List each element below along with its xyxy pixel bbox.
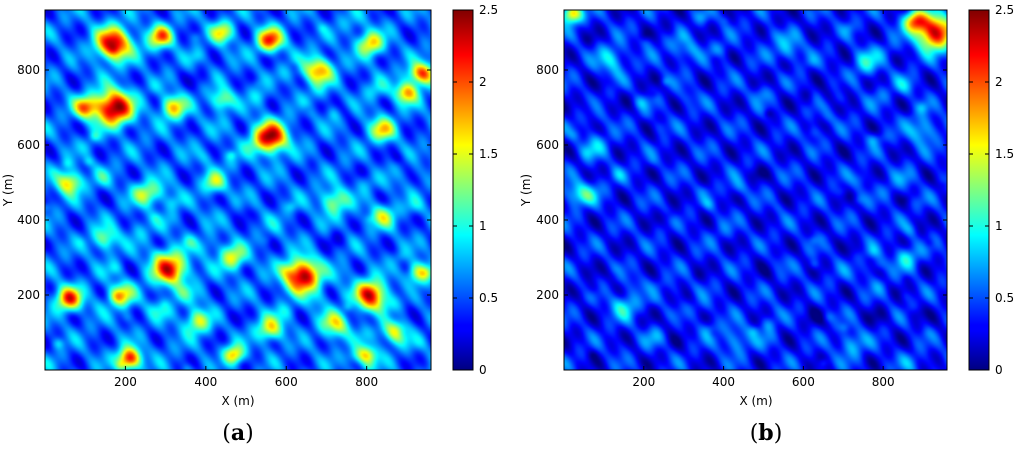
plot-frame-b [563,9,948,371]
x-tick-label: 600 [792,375,815,389]
panel-label-b: (b) [750,420,783,446]
y-axis-label-b: Y (m) [519,174,533,207]
heatmap-a [45,10,431,370]
x-tick-label: 800 [355,375,378,389]
x-tick-label: 200 [114,375,137,389]
y-tick-label: 400 [536,213,559,227]
colorbar-tick-label: 0.5 [995,291,1014,305]
axis-ticks-b: 200 400 600 800 200 400 600 800 [536,10,947,389]
colorbar-tick-label: 2.5 [479,3,498,17]
colorbar-tick-label: 2.5 [995,3,1014,17]
colorbar-tick-label: 1.5 [479,147,498,161]
y-tick-label: 800 [17,63,40,77]
y-tick-label: 200 [17,288,40,302]
y-tick-label: 400 [17,213,40,227]
heatmap-b [564,10,947,370]
x-tick-label: 400 [712,375,735,389]
x-axis-label-a: X (m) [221,394,254,408]
panel-label-b-close: ) [774,421,783,446]
colorbar-tick-label: 1.5 [995,147,1014,161]
colorbar-tick-label: 0 [479,363,487,377]
panel-label-a: (a) [222,420,253,446]
x-tick-label: 200 [632,375,655,389]
y-tick-label: 600 [17,138,40,152]
y-tick-label: 800 [536,63,559,77]
colorbar-tick-label: 0 [995,363,1003,377]
panel-label-a-letter: a [231,420,245,446]
x-axis-label-b: X (m) [739,394,772,408]
panel-label-b-letter: b [758,420,773,446]
x-tick-label: 400 [194,375,217,389]
y-axis-label-a: Y (m) [1,174,15,207]
panel-a: 200 400 600 800 200 400 600 800 X (m) Y (m) 0 0.… [1,3,498,446]
colorbar-tick-label: 0.5 [479,291,498,305]
panel-label-a-open: ( [222,421,231,446]
x-tick-label: 600 [275,375,298,389]
panel-b: 200 400 600 800 200 400 600 800 X (m) Y (m) 0 0.… [519,3,1014,446]
y-tick-label: 200 [536,288,559,302]
colorbar-b [968,9,990,371]
axis-ticks-a: 200 400 600 800 200 400 600 800 [17,10,431,389]
colorbar-tick-label: 1 [995,219,1003,233]
colorbar-ticks-b: 0 0.5 1 1.5 2 2.5 [969,3,1014,377]
colorbar-ticks-a: 0 0.5 1 1.5 2 2.5 [453,3,498,377]
panel-label-a-close: ) [245,421,254,446]
y-tick-label: 600 [536,138,559,152]
colorbar-tick-label: 1 [479,219,487,233]
colorbar-tick-label: 2 [995,75,1003,89]
colorbar-a [452,9,474,371]
colorbar-tick-label: 2 [479,75,487,89]
plot-frame-a [44,9,432,371]
x-tick-label: 800 [872,375,895,389]
panel-label-b-open: ( [750,421,759,446]
